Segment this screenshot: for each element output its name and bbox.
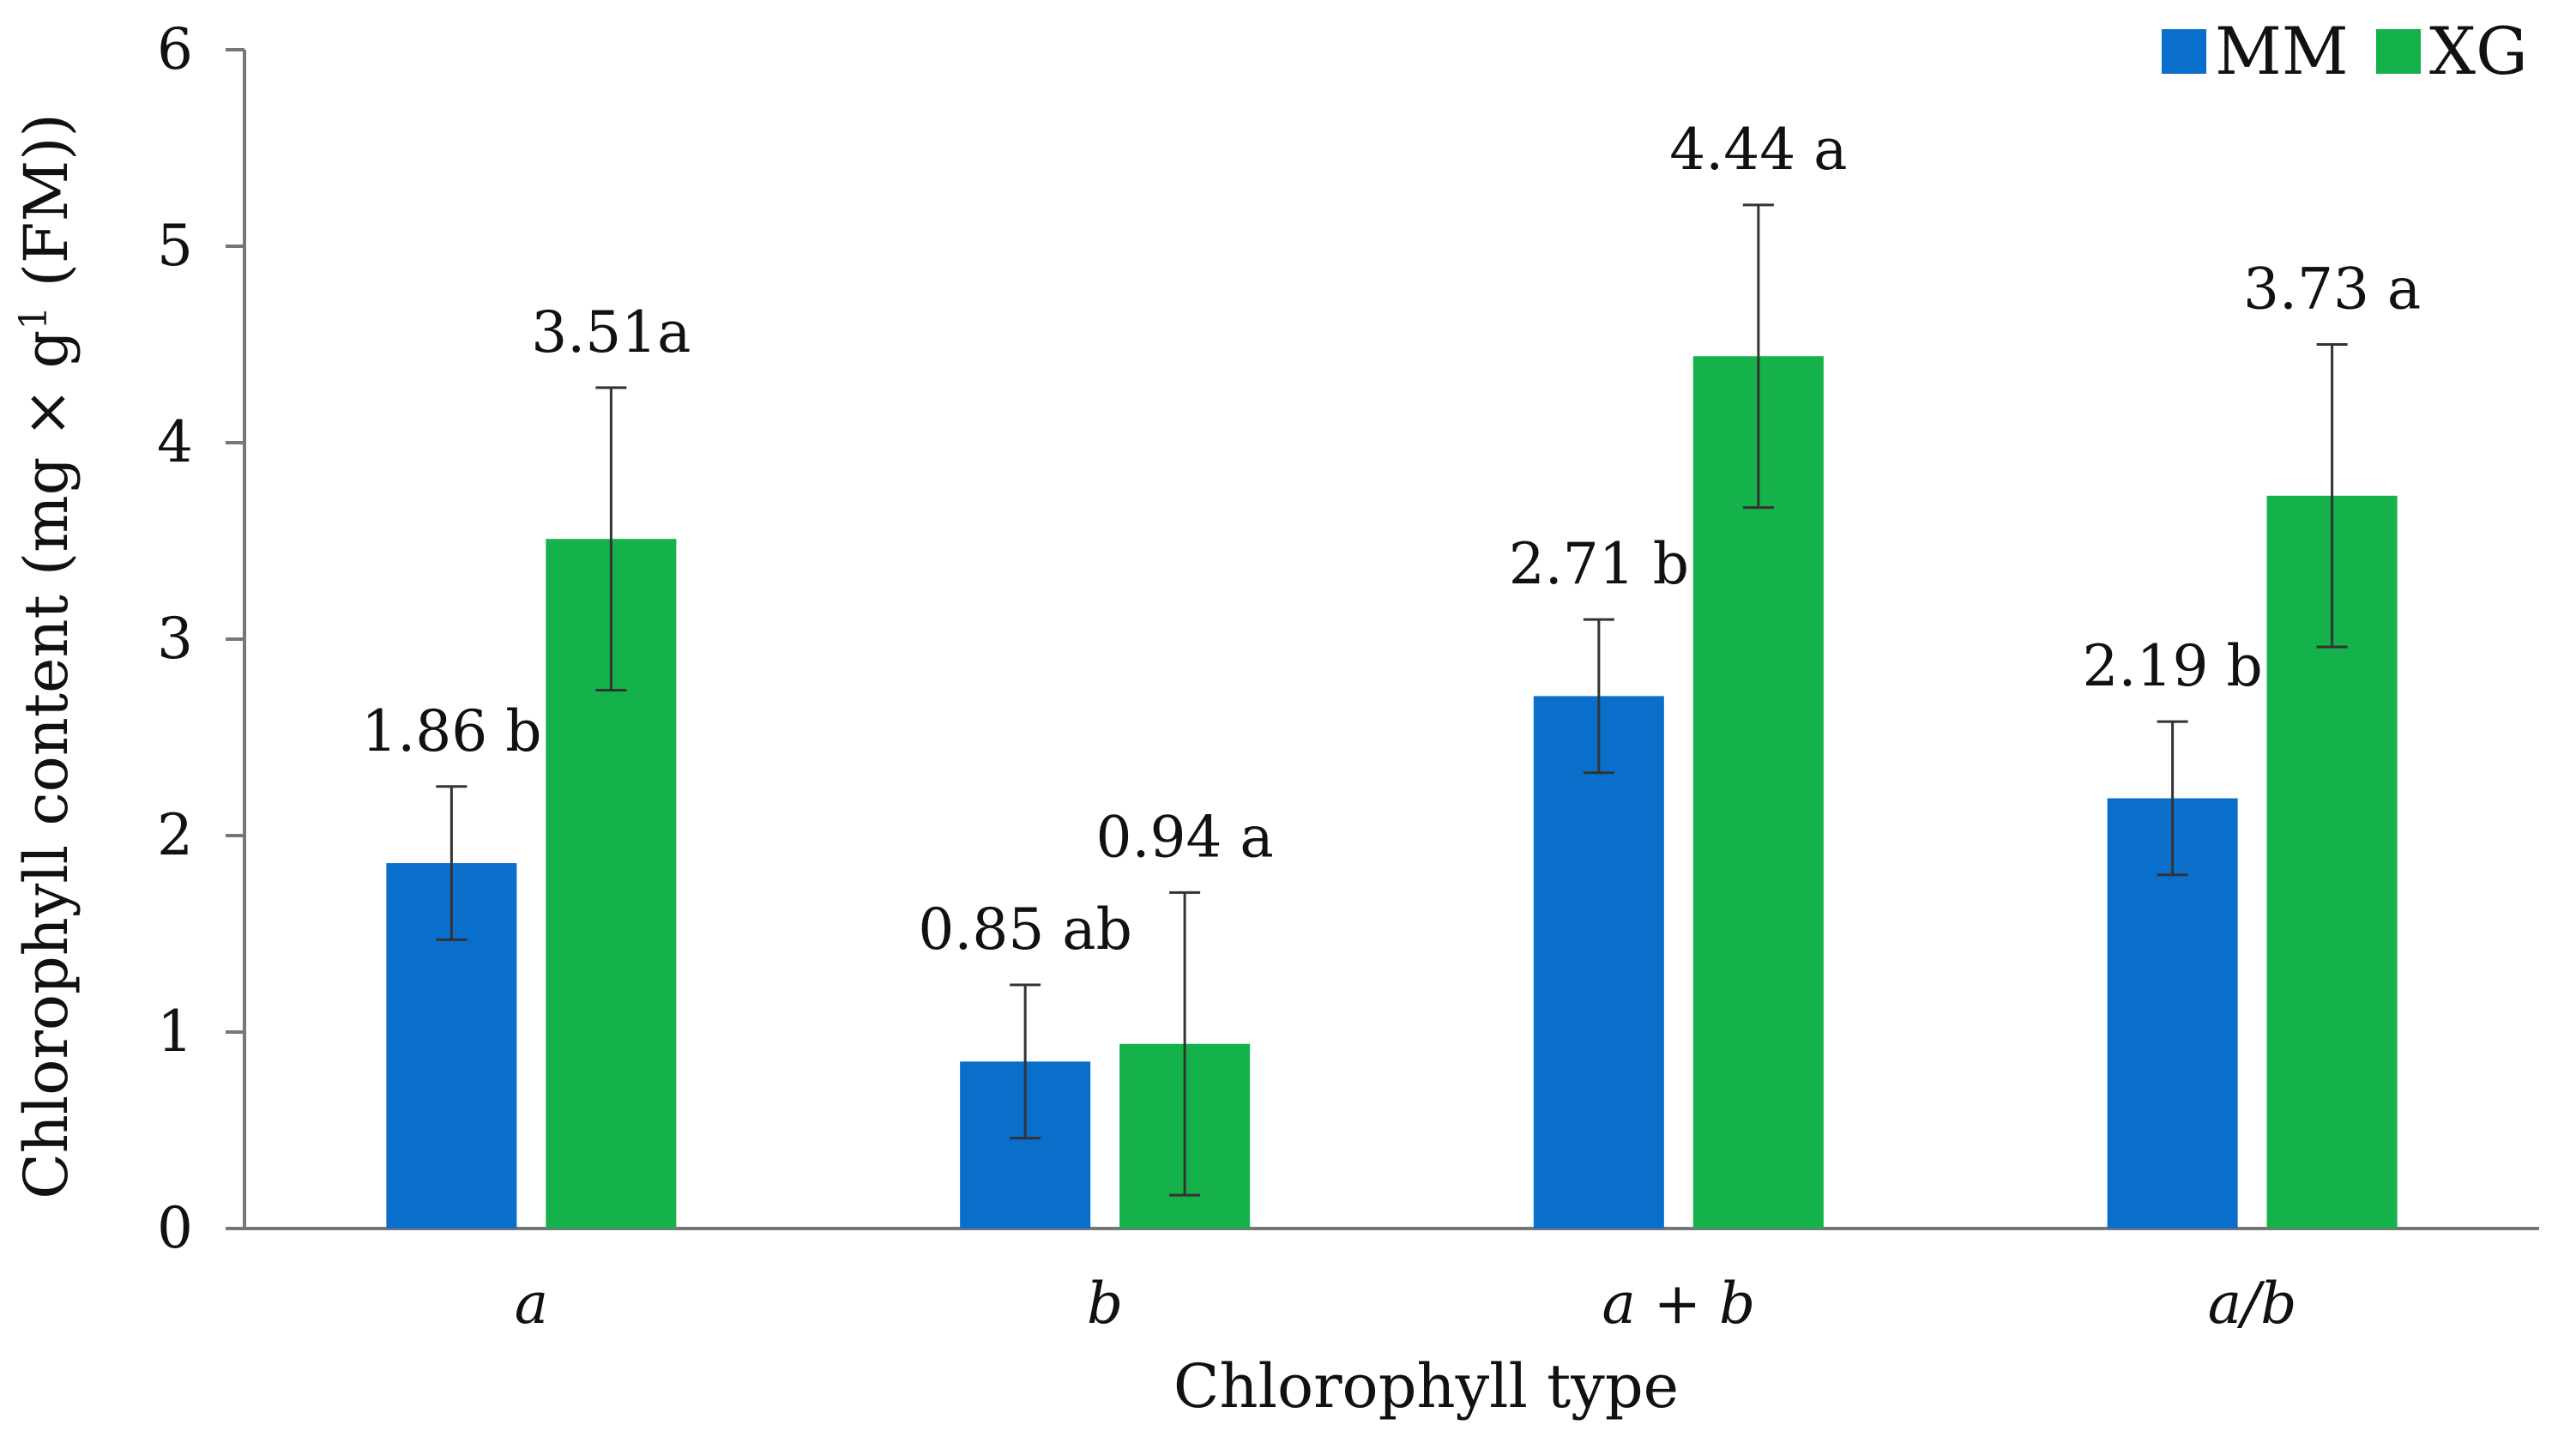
y-ticks: 0 1 2 3 4 5 6 [157, 16, 244, 1261]
category-label: a [515, 1271, 548, 1337]
y-tick-label: 0 [157, 1195, 193, 1261]
y-tick-label: 6 [157, 16, 193, 82]
category-label: a + b [1602, 1271, 1755, 1337]
legend: MM XG [2162, 13, 2528, 89]
category-label: b [1087, 1271, 1123, 1337]
bars [386, 356, 2398, 1229]
data-label-xg: 3.73 a [2243, 257, 2421, 323]
legend-swatch-mm [2162, 29, 2206, 74]
data-label-xg: 0.94 a [1095, 804, 1273, 870]
y-axis-title-superscript: 1 [12, 306, 56, 330]
data-label-mm: 2.71 b [1509, 531, 1689, 597]
error-bars [436, 203, 2348, 1197]
y-tick-label: 4 [157, 409, 193, 475]
legend-label-xg: XG [2429, 13, 2528, 89]
category-label: a/b [2208, 1271, 2297, 1337]
data-label-xg: 4.44 a [1669, 117, 1847, 183]
bar-mm [1533, 696, 1664, 1229]
legend-label-mm: MM [2215, 13, 2349, 89]
category-labels: a b a + b a/b [515, 1271, 2297, 1337]
legend-swatch-xg [2376, 29, 2421, 74]
x-axis-title: Chlorophyll type [1173, 1351, 1679, 1422]
y-axis-title: Chlorophyll content (mg × g1 (FM)) [11, 113, 81, 1199]
data-labels: 1.86 b 3.51a 0.85 ab 0.94 a 2.71 b 4.44 a 2.19… [361, 117, 2421, 963]
y-axis-title-main: Chlorophyll content (mg × g [11, 330, 81, 1199]
y-tick-label: 3 [157, 606, 193, 672]
y-tick-label: 2 [157, 802, 193, 868]
data-label-xg: 3.51a [531, 299, 691, 365]
y-tick-label: 5 [157, 213, 193, 279]
data-label-mm: 2.19 b [2083, 633, 2263, 699]
data-label-mm: 1.86 b [361, 698, 541, 764]
y-axis-title-end: (FM)) [11, 113, 81, 305]
data-label-mm: 0.85 ab [918, 897, 1132, 963]
y-tick-label: 1 [157, 999, 193, 1065]
